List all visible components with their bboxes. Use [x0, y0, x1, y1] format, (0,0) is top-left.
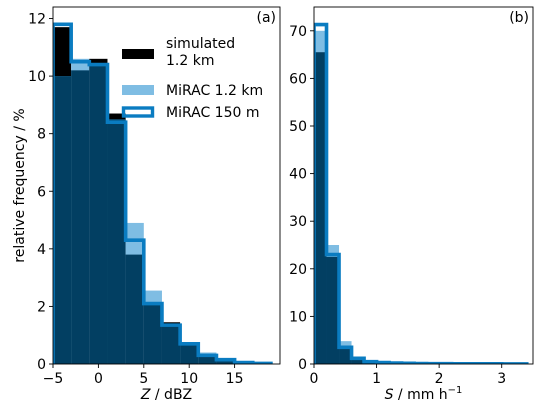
panel-label: (b) — [509, 10, 529, 26]
legend-label: simulated — [166, 36, 235, 52]
x-tick-label: 0 — [94, 371, 103, 387]
x-axis-label: S / mm h−1 — [385, 385, 463, 400]
x-tick-label: 0 — [310, 371, 319, 387]
x-tick-label: 3 — [497, 371, 506, 387]
bar-overlap-8 — [198, 356, 217, 364]
y-tick-label: 6 — [37, 184, 46, 200]
y-axis-label: relative frequency / % — [12, 108, 28, 262]
y-tick-label: 30 — [289, 214, 307, 230]
x-tick-label: 1 — [372, 371, 381, 387]
bar-overlap-3 — [351, 358, 365, 364]
y-tick-label: 50 — [289, 119, 307, 135]
x-tick-label: 5 — [139, 371, 148, 387]
bar-overlap-1 — [326, 256, 340, 364]
bar-overlap-5 — [143, 303, 162, 364]
panel-label: (a) — [256, 10, 276, 26]
y-tick-label: 10 — [28, 69, 46, 85]
plot-area — [53, 22, 273, 364]
y-tick-label: 60 — [289, 71, 307, 87]
y-tick-label: 8 — [37, 127, 46, 143]
y-tick-label: 0 — [37, 357, 46, 373]
bar-overlap-9 — [216, 361, 235, 364]
axes-frame — [52, 6, 281, 365]
y-tick-label: 40 — [289, 167, 307, 183]
y-tick-label: 20 — [289, 262, 307, 278]
legend-swatch — [122, 49, 154, 59]
legend-swatch — [121, 106, 155, 118]
bar-overlap-0 — [314, 52, 327, 364]
x-tick-label: −5 — [43, 371, 64, 387]
bar-overlap-4 — [125, 254, 144, 364]
y-tick-label: 0 — [298, 357, 307, 373]
legend-label: 1.2 km — [166, 53, 214, 69]
y-tick-label: 70 — [289, 24, 307, 40]
step-mirac-150m — [53, 22, 273, 364]
legend-label: MiRAC 1.2 km — [166, 83, 263, 99]
legend-swatch — [122, 85, 154, 95]
bar-overlap-2 — [89, 64, 108, 364]
bar-overlap-3 — [107, 119, 126, 364]
axes-frame — [313, 6, 534, 365]
x-tick-label: 15 — [226, 371, 244, 387]
bar-overlap-7 — [180, 342, 199, 364]
bar-overlap-0 — [53, 76, 72, 364]
y-tick-label: 4 — [37, 242, 46, 258]
x-axis-label: Z / dBZ — [140, 387, 192, 400]
legend-label: MiRAC 150 m — [166, 105, 260, 121]
bar-overlap-1 — [71, 70, 90, 364]
y-tick-label: 12 — [28, 12, 46, 28]
step-mirac-150m — [314, 22, 529, 364]
plot-area — [314, 22, 529, 364]
x-tick-label: 2 — [435, 371, 444, 387]
y-tick-label: 10 — [289, 309, 307, 325]
bar-overlap-6 — [161, 326, 181, 364]
x-tick-label: 10 — [180, 371, 198, 387]
y-tick-label: 2 — [37, 299, 46, 315]
bar-overlap-2 — [339, 346, 352, 364]
